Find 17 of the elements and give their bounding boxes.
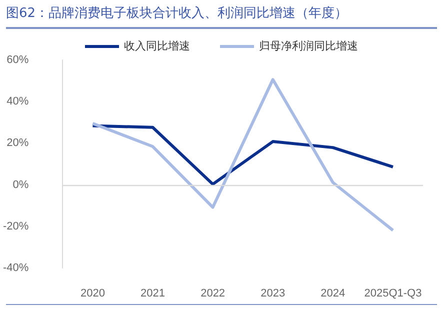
y-tick-label: 0% [12,178,29,191]
legend-label: 收入同比增速 [124,40,190,52]
y-tick-label: 40% [6,96,29,108]
chart-title: 图62：品牌消费电子板块合计收入、利润同比增速（年度） [6,4,437,29]
y-tick-label: -40% [2,262,29,274]
x-tick-label: 2023 [260,288,286,300]
x-tick-label: 2020 [80,288,105,300]
y-tick-label: -20% [2,220,29,232]
x-tick-label: 2025Q1-Q3 [364,288,422,300]
x-tick-label: 2021 [140,288,165,300]
line-series [91,124,394,186]
y-tick-label: 60% [6,54,29,66]
y-tick-label: 20% [6,137,29,150]
legend-label: 归母净利润同比增速 [259,40,358,52]
x-tick-label: 2024 [320,288,346,300]
line-series [91,78,394,232]
x-tick-label: 2022 [200,288,226,300]
